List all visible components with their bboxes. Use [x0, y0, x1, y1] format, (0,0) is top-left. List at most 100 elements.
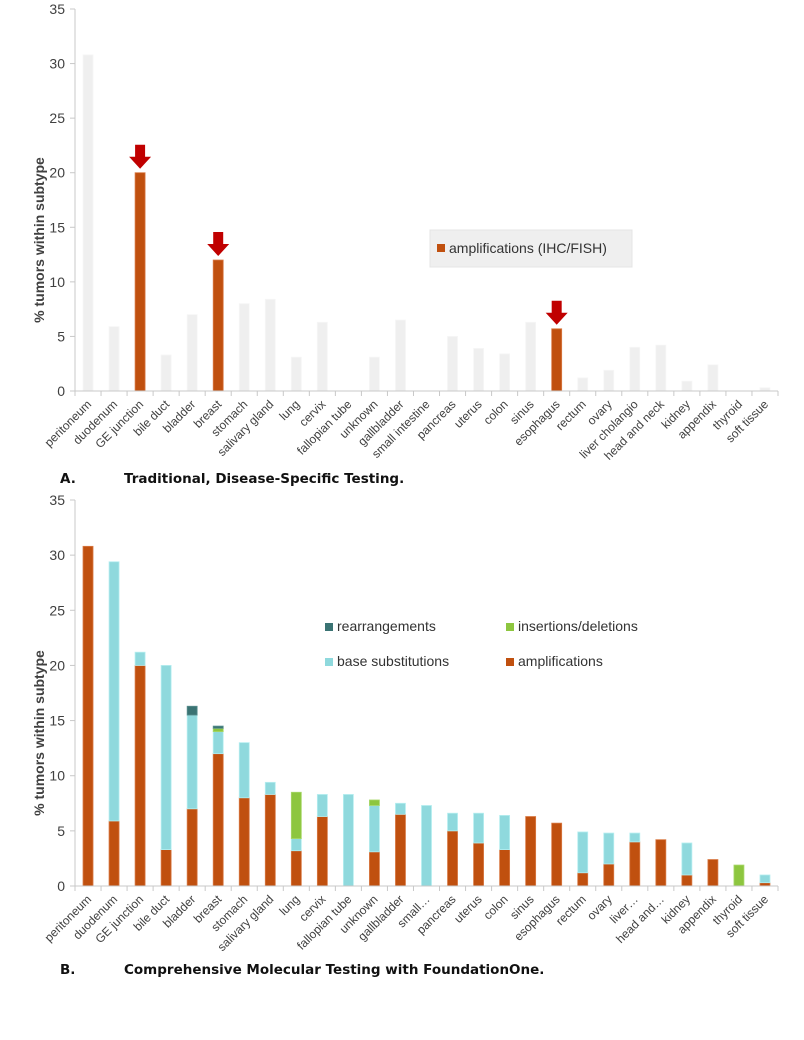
bar-bladder [186, 314, 198, 392]
bar-bladder-base-substitutions [186, 714, 198, 810]
caption-a-letter: A. [60, 471, 76, 487]
bar-pancreas [447, 336, 458, 392]
arrow-icon-breast [207, 232, 230, 257]
y-axis: 0 5 10 15 20 25 30 35 [49, 492, 76, 894]
legend-label-amplifications: amplifications (IHC/FISH) [449, 240, 607, 256]
y-tick-label: 0 [57, 383, 65, 399]
bar-bladder-rearrangements [186, 705, 198, 716]
caption-b: B. Comprehensive Molecular Testing with F… [60, 962, 544, 978]
caption-a-text: Traditional, Disease-Specific Testing. [124, 471, 405, 487]
bar-head-and-amplifications [655, 839, 667, 887]
bar-kidney-amplifications [681, 874, 693, 887]
y-axis-title: % tumors within subtype [31, 650, 47, 816]
x-tick-label-colon: colon [481, 397, 511, 427]
y-tick-label: 15 [49, 713, 65, 729]
bar-ge-junction-amplifications [134, 665, 146, 887]
legend-swatch-amplifications [506, 658, 514, 666]
y-tick-label: 10 [49, 274, 65, 290]
bar-breast-amplifications [212, 753, 224, 887]
bar-unknown-insertions-deletions [369, 799, 380, 806]
y-tick-label: 30 [49, 547, 65, 563]
bar-colon-amplifications [499, 849, 511, 887]
bar-appendix [707, 364, 719, 392]
y-tick-label: 35 [49, 1, 65, 17]
bar-rectum-base-substitutions [577, 831, 589, 874]
bar-stomach-base-substitutions [238, 742, 250, 799]
bar-esophagus [551, 328, 563, 392]
bar-bile-duct-amplifications [160, 849, 172, 887]
x-tick-label-rectum: rectum [553, 397, 589, 433]
bar-pancreas-amplifications [447, 830, 458, 887]
bar-uterus-base-substitutions [473, 812, 484, 844]
caption-b-text: Comprehensive Molecular Testing with Fou… [124, 962, 545, 978]
y-tick-label: 5 [57, 823, 65, 839]
x-tick-label-uterus: uterus [451, 397, 484, 430]
bar-liver-cholangio [629, 346, 641, 392]
legend-label-base-substitutions: base substitutions [337, 653, 449, 669]
y-axis-title: % tumors within subtype [31, 157, 47, 323]
bar-duodenum-base-substitutions [108, 561, 120, 822]
bar-ge-junction [134, 172, 146, 392]
bar-appendix-amplifications [707, 859, 719, 887]
y-tick-label: 25 [49, 110, 65, 126]
legend-swatch-rearrangements [325, 623, 333, 631]
bar-colon-base-substitutions [499, 815, 511, 851]
bar-uterus [473, 348, 484, 392]
bar-ovary [603, 369, 615, 392]
bars [82, 54, 771, 392]
bar-unknown [369, 356, 380, 392]
bar-salivary-gland-amplifications [264, 794, 276, 887]
x-tick-label-rectum: rectum [553, 892, 589, 928]
y-axis: 0 5 10 15 20 25 30 35 [49, 1, 76, 399]
arrow-icon-ge-junction [129, 144, 152, 169]
legend-label-amplifications: amplifications [518, 653, 603, 669]
bar-sinus-amplifications [525, 816, 537, 887]
bar-duodenum-amplifications [108, 820, 120, 887]
bar-pancreas-base-substitutions [447, 812, 458, 832]
bar-ovary-base-substitutions [603, 832, 615, 865]
y-tick-label: 30 [49, 56, 65, 72]
bar-breast [212, 259, 224, 392]
bar-cervix-amplifications [316, 816, 328, 887]
bar-salivary-gland [264, 298, 276, 392]
y-tick-label: 20 [49, 165, 65, 181]
legend-swatch-amplifications [437, 244, 445, 252]
y-tick-label: 0 [57, 878, 65, 894]
bar-rectum [577, 377, 589, 392]
x-tick-label-uterus: uterus [451, 892, 484, 925]
bar-kidney-base-substitutions [681, 842, 693, 876]
y-tick-label: 20 [49, 657, 65, 673]
caption-a: A. Traditional, Disease-Specific Testing. [60, 471, 404, 487]
bar-lung [290, 356, 302, 392]
bar-soft-tissue-base-substitutions [759, 874, 771, 884]
annotation-arrows [129, 144, 568, 325]
y-tick-label: 15 [49, 219, 65, 235]
bar-bladder-amplifications [186, 808, 198, 887]
bar-breast-insertions-deletions [212, 727, 224, 732]
bar-colon [499, 353, 511, 392]
y-tick-label: 35 [49, 492, 65, 508]
bar-breast-base-substitutions [212, 731, 224, 755]
legend-swatch-base-substitutions [325, 658, 333, 666]
arrow-icon-esophagus [545, 300, 568, 325]
bar-fallopian-tube-base-substitutions [342, 794, 354, 887]
bar-sinus [525, 321, 537, 392]
y-tick-label: 25 [49, 602, 65, 618]
bar-breast-rearrangements [212, 725, 224, 729]
bars [82, 545, 771, 887]
bar-ovary-amplifications [603, 863, 615, 887]
bar-stomach [238, 303, 250, 392]
bar-liver-base-substitutions [629, 832, 641, 843]
legend: rearrangements insertions/deletions base… [325, 618, 638, 669]
bar-gallbladder-amplifications [395, 813, 406, 887]
legend-box [429, 229, 633, 268]
bar-esophagus-amplifications [551, 822, 563, 887]
legend: amplifications (IHC/FISH) [429, 229, 633, 268]
bar-bile-duct [160, 354, 172, 392]
bar-gallbladder [395, 319, 406, 392]
bar-uterus-amplifications [473, 842, 484, 887]
y-tick-label: 10 [49, 768, 65, 784]
